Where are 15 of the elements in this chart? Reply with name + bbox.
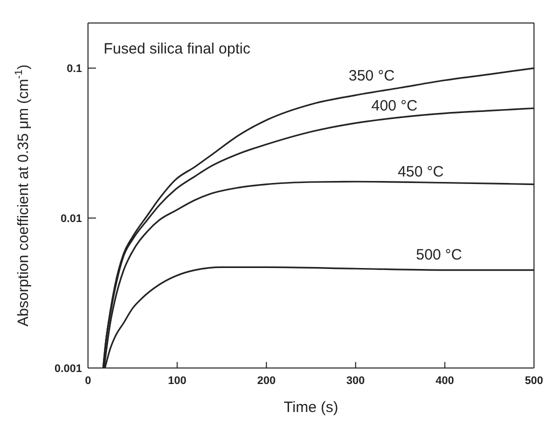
annotation: 350 °C [348,67,395,84]
annotation: 450 °C [398,164,444,181]
x-tick-label: 200 [257,374,276,387]
x-tick-label: 500 [524,374,544,387]
y-tick-label: 0.01 [60,212,82,225]
x-tick-label: 0 [84,374,92,387]
annotation: 400 °C [371,97,418,114]
x-tick-label: 100 [168,374,186,387]
x-tick-label: 300 [346,374,365,387]
annotation: Fused silica final optic [104,40,250,58]
y-tick-label: 0.001 [54,362,82,375]
x-axis-title: Time (s) [284,399,338,416]
annotation: 500 °C [416,246,462,264]
x-tick-label: 400 [436,374,454,387]
y-tick-label: 0.1 [66,63,82,76]
